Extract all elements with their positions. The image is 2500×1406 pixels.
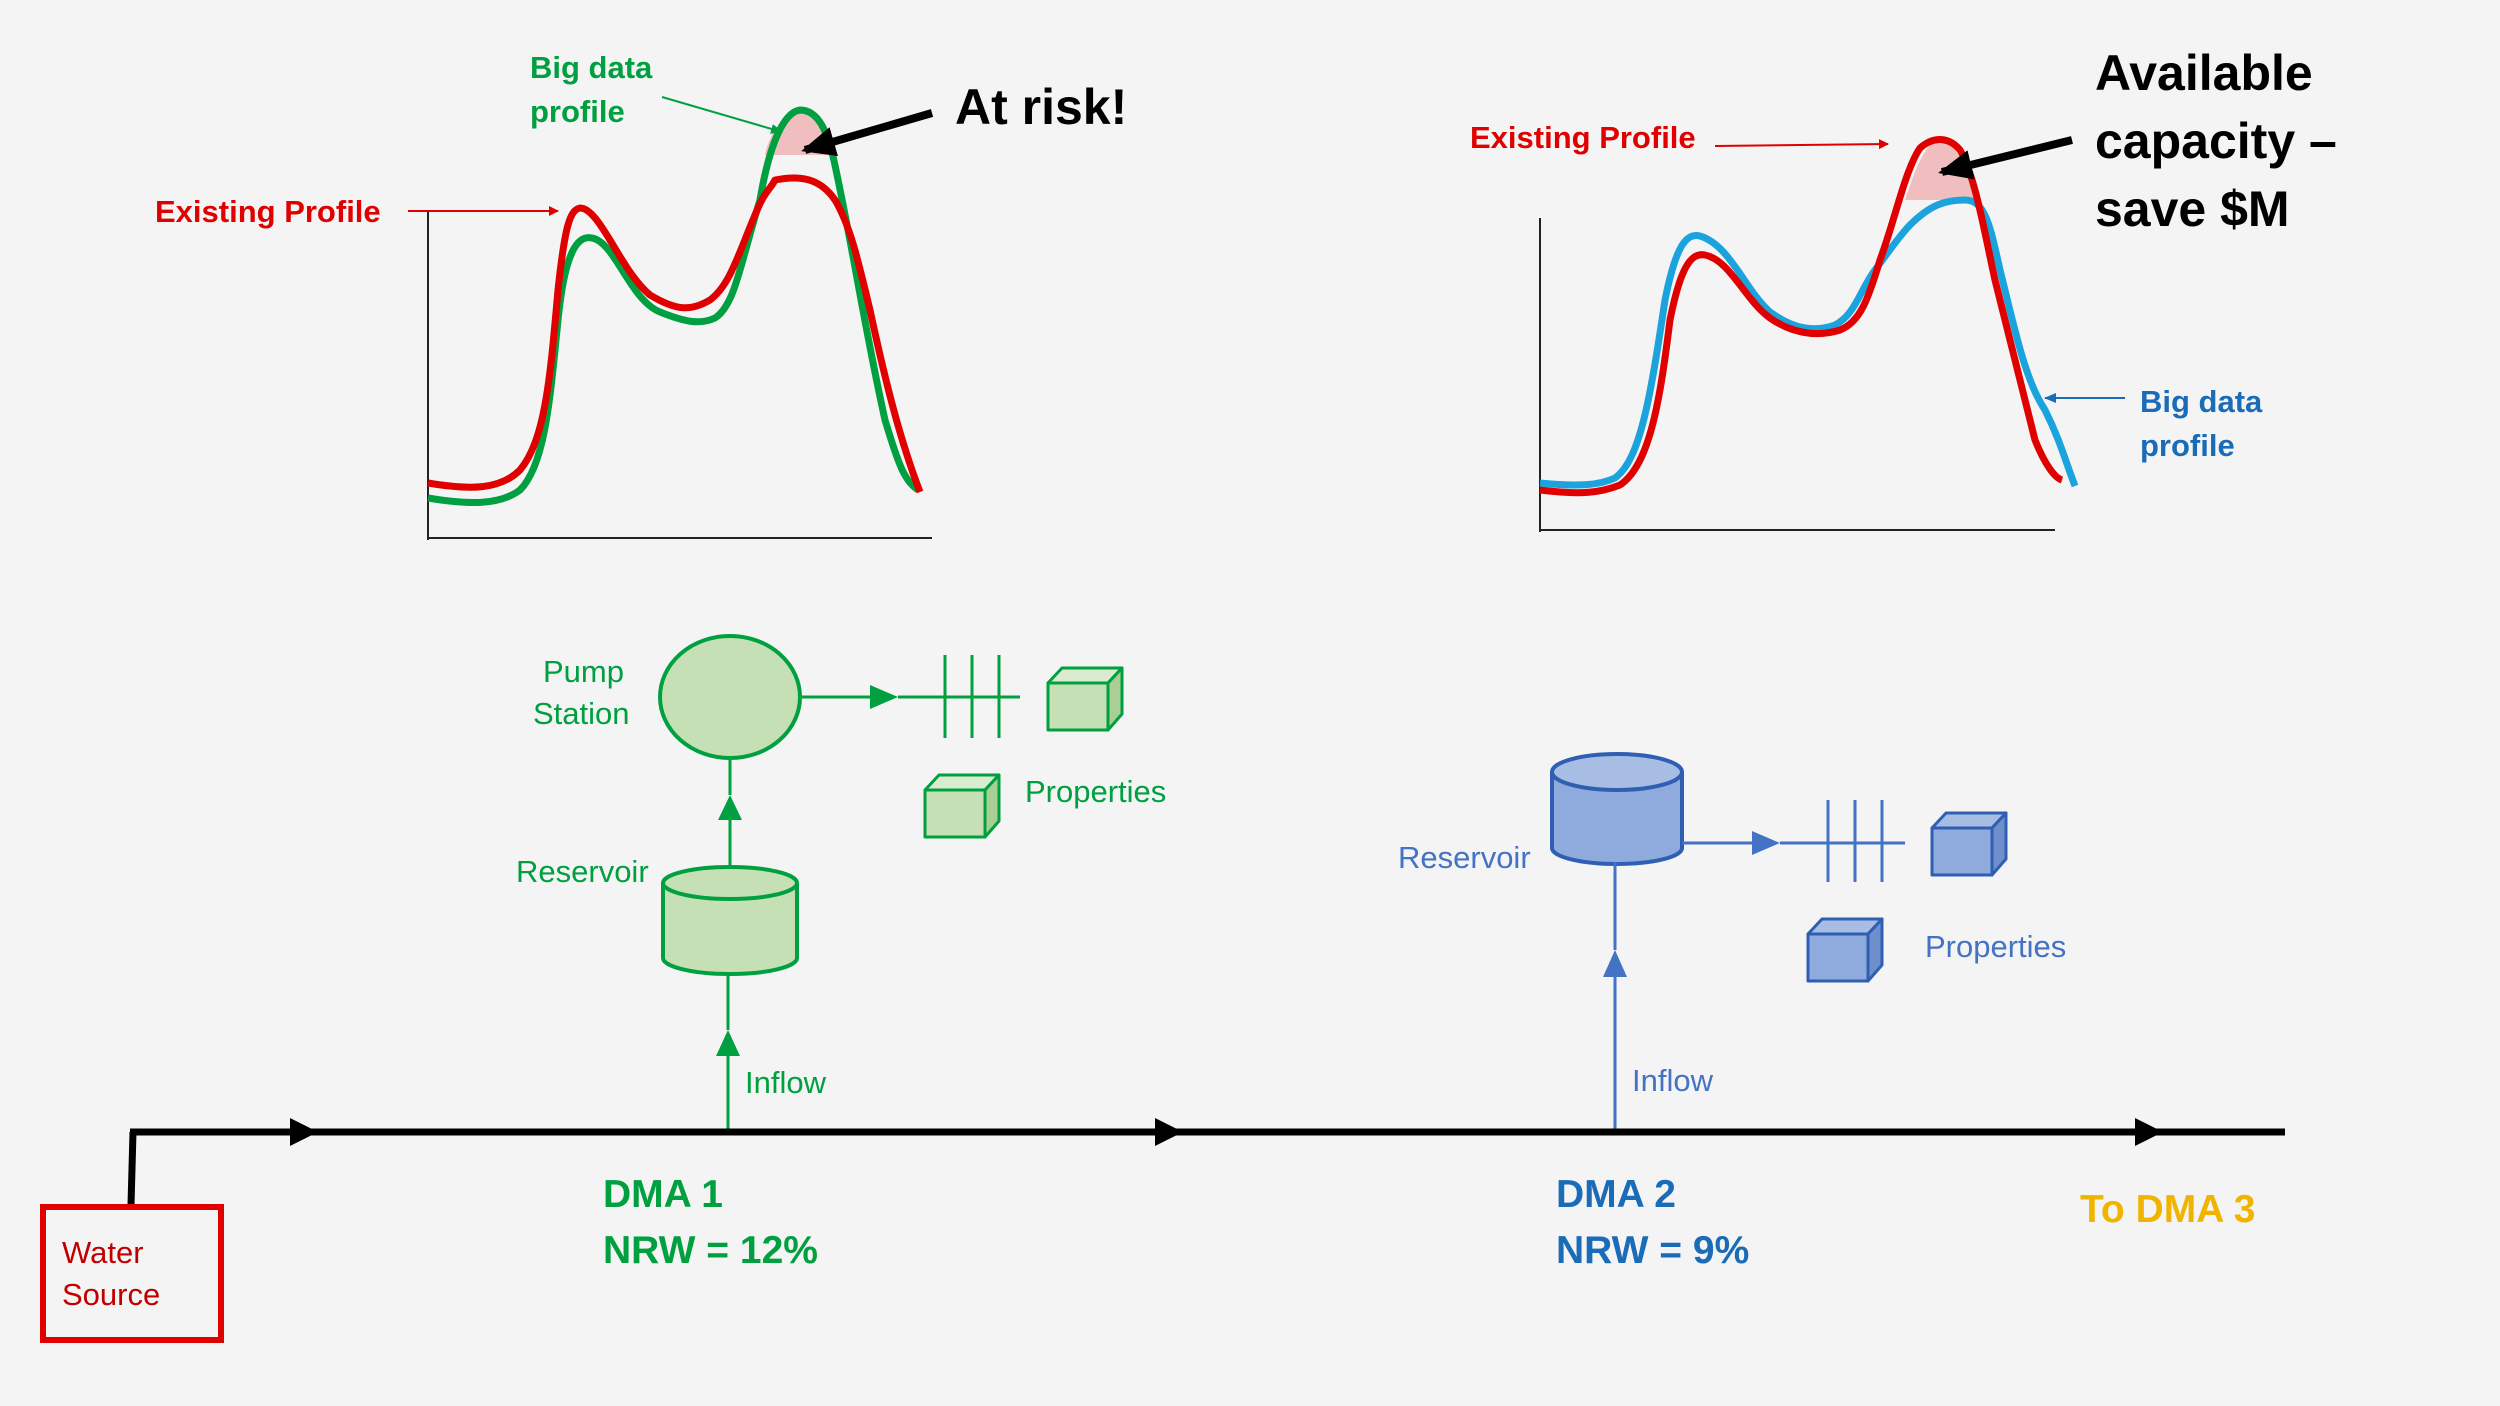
right-profile-chart: Existing Profile Big data profile Availa… bbox=[1470, 45, 2337, 532]
dma1-pump-to-meter-arrow-icon bbox=[870, 685, 898, 709]
dma2-inflow-label: Inflow bbox=[1632, 1063, 1714, 1098]
dma1-pump-station-label-line1: Pump bbox=[543, 654, 624, 689]
to-dma3-label: To DMA 3 bbox=[2080, 1188, 2255, 1231]
dma1-property-cube-icon-2 bbox=[923, 773, 1001, 839]
right-existing-profile-label: Existing Profile bbox=[1470, 120, 1696, 155]
dma1-property-cube-icon-1 bbox=[1046, 666, 1124, 732]
pipe-flow-arrow-icon-3 bbox=[2135, 1118, 2163, 1146]
pipe-flow-arrow-icon-2 bbox=[1155, 1118, 1183, 1146]
dma1-pump-station-icon bbox=[658, 634, 802, 760]
dma1-properties-label: Properties bbox=[1025, 774, 1166, 809]
dma2-properties-label: Properties bbox=[1925, 929, 2066, 964]
right-capacity-arrow bbox=[1938, 136, 2073, 180]
dma1-network: Pump Station Properties Reservoir bbox=[516, 634, 1166, 1272]
water-source-label-line1: Water bbox=[62, 1235, 144, 1270]
right-capacity-callout-line2: capacity – bbox=[2095, 113, 2337, 169]
dma2-reservoir-label: Reservoir bbox=[1398, 840, 1531, 875]
dma1-pump-station-label-line2: Station bbox=[533, 696, 630, 731]
right-existing-arrow bbox=[1714, 139, 1889, 150]
left-bigdata-arrow bbox=[661, 96, 783, 134]
water-source-label-line2: Source bbox=[62, 1277, 160, 1312]
dma2-title: DMA 2 bbox=[1556, 1173, 1676, 1216]
source-riser-line bbox=[127, 1131, 137, 1206]
left-bigdata-label-line1: Big data bbox=[530, 50, 653, 85]
dma2-network: Reservoir Properties Inflow DMA 2 NRW = … bbox=[1398, 752, 2066, 1272]
dma2-reservoir-icon bbox=[1550, 752, 1684, 866]
left-at-risk-arrow bbox=[801, 109, 934, 157]
left-existing-profile-label: Existing Profile bbox=[155, 194, 381, 229]
right-capacity-callout-line3: save $M bbox=[2095, 181, 2290, 237]
dma1-reservoir-icon bbox=[661, 865, 799, 976]
dma1-inflow-arrow-icon bbox=[716, 1030, 740, 1056]
water-source-box bbox=[40, 1204, 224, 1343]
right-capacity-callout-line1: Available bbox=[2095, 45, 2313, 101]
dma1-title: DMA 1 bbox=[603, 1173, 723, 1216]
dma1-nrw: NRW = 12% bbox=[603, 1229, 818, 1272]
left-bigdata-label-line2: profile bbox=[530, 94, 625, 129]
dma2-nrw: NRW = 9% bbox=[1556, 1229, 1749, 1272]
right-bigdata-profile-line bbox=[1539, 196, 2079, 489]
left-profile-chart: Existing Profile Big data profile At ris… bbox=[155, 50, 1127, 540]
dma1-reservoir-label: Reservoir bbox=[516, 854, 649, 889]
dma2-property-cube-icon-1 bbox=[1930, 811, 2008, 877]
dma1-reservoir-to-pump-arrow-icon bbox=[718, 795, 742, 820]
dma1-inflow-label: Inflow bbox=[745, 1065, 827, 1100]
left-existing-profile-line bbox=[427, 174, 924, 494]
main-pipeline: Water Source To DMA 3 bbox=[40, 1118, 2285, 1343]
left-at-risk-callout: At risk! bbox=[955, 79, 1127, 135]
dma2-reservoir-to-meter-arrow-icon bbox=[1752, 831, 1780, 855]
right-bigdata-label-line1: Big data bbox=[2140, 384, 2263, 419]
right-bigdata-label-line2: profile bbox=[2140, 428, 2235, 463]
pipe-flow-arrow-icon-1 bbox=[290, 1118, 318, 1146]
right-existing-profile-line bbox=[1539, 136, 2064, 497]
dma2-property-cube-icon-2 bbox=[1806, 917, 1884, 983]
dma2-inflow-arrow-icon bbox=[1603, 950, 1627, 977]
